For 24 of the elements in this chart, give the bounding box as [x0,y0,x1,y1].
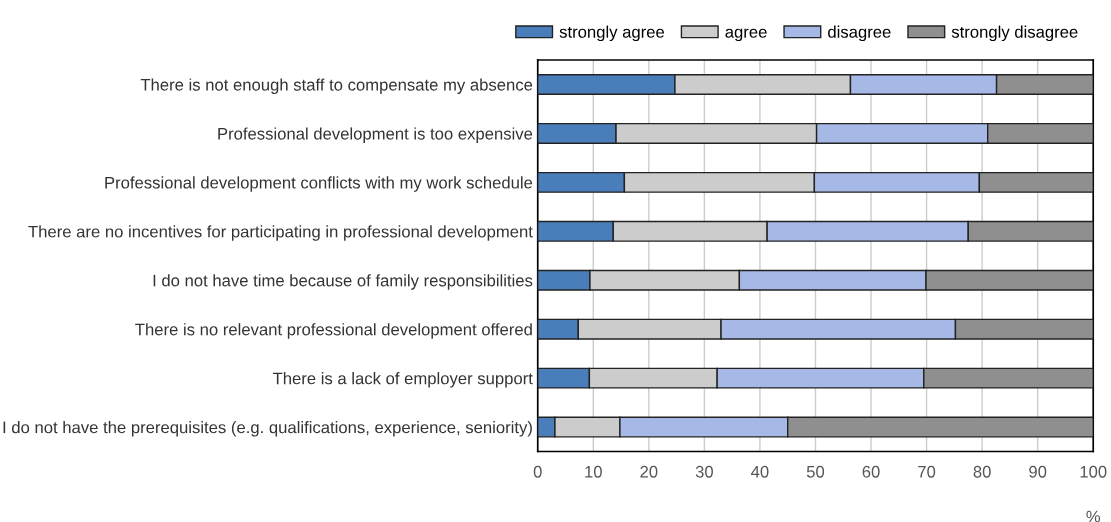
legend-label: agree [725,28,767,42]
x-axis-title: % [1086,510,1101,522]
x-tick-label: 10 [585,465,602,478]
y-tick-label: There is not enough staff to compensate my absence [140,78,533,94]
legend-label: disagree [828,25,891,42]
x-tick-label: 60 [862,465,880,478]
y-tick-label: There are no incentives for participating in professional development [28,225,533,241]
legend-label: strongly agree [559,25,665,42]
x-tick-label: 50 [806,465,825,478]
x-tick-label: 90 [1029,465,1047,478]
y-tick-label: There is no relevant professional development offered [135,323,532,339]
y-tick-label: Professional development is too expensive [218,127,533,143]
x-tick-label: 20 [640,465,658,478]
y-tick-label: I do not have time because of family responsibilities [153,274,533,290]
x-tick-label: 30 [695,465,713,478]
y-tick-label: There is a lack of employer support [272,372,533,388]
x-tick-label: 40 [751,465,769,478]
x-tick-label: 80 [973,465,991,478]
y-tick-label: I do not have the prerequisites (e.g. qualifications, experience, seniority) [3,421,532,437]
y-tick-label: Professional development conflicts with my work schedule [105,176,533,192]
legend-label: strongly disagree [951,25,1078,42]
x-tick-label: 100 [1080,465,1107,478]
x-tick-label: 70 [918,465,936,478]
x-tick-label: 0 [533,465,542,478]
